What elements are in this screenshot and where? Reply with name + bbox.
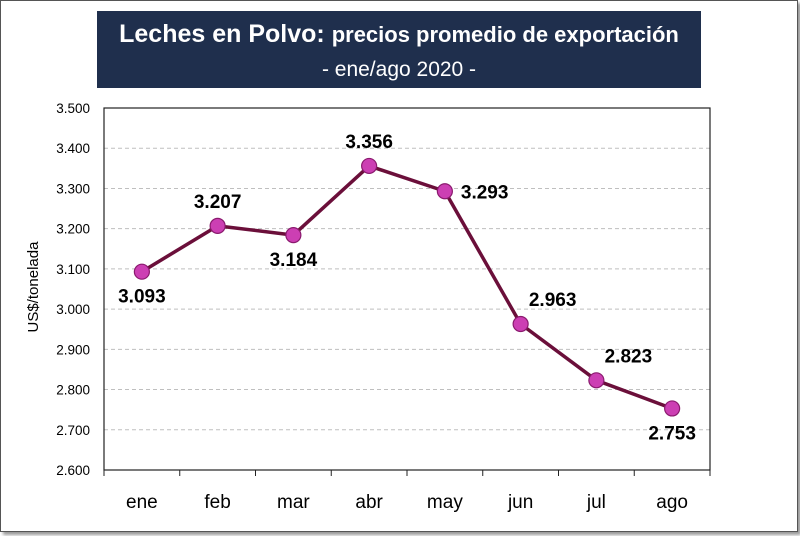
- data-label: 2.823: [605, 346, 653, 367]
- data-label: 3.293: [461, 182, 509, 203]
- y-tick-label: 2.600: [56, 463, 90, 478]
- data-point: [209, 217, 226, 234]
- data-label: 2.963: [529, 290, 577, 311]
- chart-title-box: Leches en Polvo: precios promedio de exp…: [97, 11, 701, 88]
- y-tick-label: 2.800: [56, 383, 90, 398]
- y-tick-label: 2.700: [56, 423, 90, 438]
- plot-area: [103, 107, 711, 471]
- data-point: [361, 157, 378, 175]
- x-tick-label: jul: [586, 492, 606, 513]
- y-tick-label: 3.400: [56, 141, 90, 156]
- data-label: 3.356: [345, 132, 393, 153]
- y-tick-label: 3.500: [56, 101, 90, 116]
- data-point: [285, 227, 302, 244]
- chart-title: Leches en Polvo: precios promedio de exp…: [97, 19, 701, 50]
- chart-title-main: Leches en Polvo:: [119, 20, 325, 48]
- x-tick-label: may: [427, 492, 463, 513]
- chart-title-rest: precios promedio de exportación: [331, 22, 679, 47]
- y-tick-label: 2.900: [56, 342, 90, 357]
- chart-subtitle: - ene/ago 2020 -: [321, 58, 477, 81]
- data-point: [588, 372, 605, 389]
- y-tick-label: 3.200: [56, 222, 90, 237]
- data-point: [133, 263, 150, 280]
- y-tick-label: 3.300: [56, 181, 90, 196]
- data-label: 3.184: [270, 250, 318, 271]
- data-point: [512, 315, 529, 333]
- y-axis-label: US$/tonelada: [25, 241, 42, 333]
- x-tick-label: feb: [204, 492, 230, 513]
- y-tick-label: 3.000: [56, 302, 90, 317]
- data-point: [664, 400, 681, 417]
- x-tick-label: jun: [507, 492, 533, 513]
- data-label: 3.207: [194, 192, 242, 213]
- data-label: 2.753: [648, 423, 696, 444]
- x-tick-label: abr: [355, 492, 383, 513]
- data-label: 3.093: [118, 287, 166, 308]
- x-tick-label: ene: [126, 492, 158, 513]
- data-point: [436, 183, 453, 200]
- x-tick-label: mar: [277, 492, 310, 513]
- series-line: [140, 164, 673, 411]
- y-tick-label: 3.100: [56, 262, 90, 277]
- x-tick-label: ago: [656, 492, 688, 513]
